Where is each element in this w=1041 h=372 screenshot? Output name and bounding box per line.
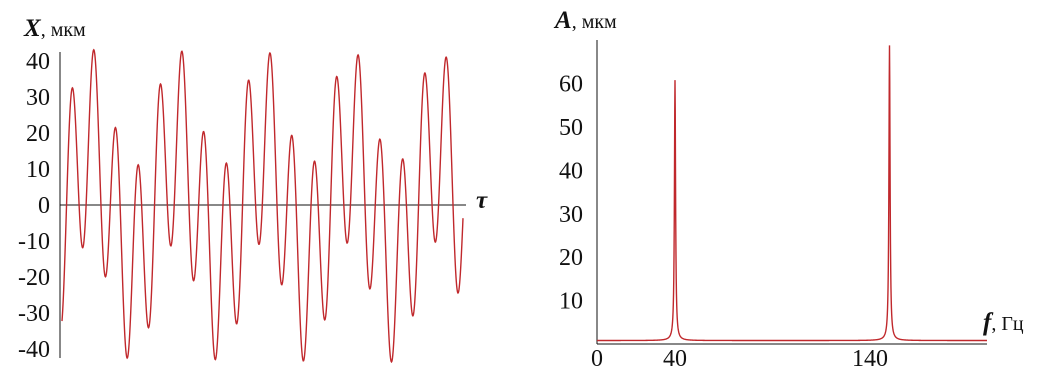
chart-spectrum: A, мкм 60 50 40 30 20 10 0 40 140 f, Гц [553,7,1024,372]
x-axis-title-right: f, Гц [983,309,1024,336]
x-tick-label-right: 0 [591,346,603,372]
x-tick-label-right: 40 [663,346,687,372]
y-tick-label-right: 20 [559,245,583,271]
y-axis-symbol-left: X [23,15,42,42]
y-axis-symbol-right: A [553,7,572,34]
y-tick-label-left: -30 [18,301,50,327]
y-tick-label-left: 40 [26,49,50,75]
y-tick-label-left: 10 [26,157,50,183]
y-axis-unit-left: , мкм [41,19,86,41]
y-tick-label-right: 40 [559,158,583,184]
x-tick-labels-right: 0 40 140 [591,346,888,372]
y-tick-label-right: 30 [559,202,583,228]
y-tick-label-left: -20 [18,265,50,291]
spectrum-line [597,45,987,342]
y-tick-label-left: 30 [26,85,50,111]
y-tick-label-right: 10 [559,289,583,315]
y-axis-unit-right: , мкм [572,11,617,33]
x-tick-label-right: 140 [852,346,888,372]
y-tick-label-left: -40 [18,337,50,363]
y-axis-title-left: X, мкм [23,15,86,42]
x-axis-unit-right: , Гц [991,313,1024,335]
y-tick-labels-right: 60 50 40 30 20 10 [559,72,583,315]
y-tick-label-left: 20 [26,121,50,147]
y-tick-label-right: 50 [559,115,583,141]
x-axis-symbol-left: τ [476,187,488,214]
y-tick-labels-left: 40 30 20 10 0 -10 -20 -30 -40 [18,49,50,363]
chart-time-signal: X, мкм 40 30 20 10 0 -10 -20 -30 -40 τ [18,15,488,364]
x-axis-symbol-right: f [983,309,994,336]
x-axis-title-left: τ [476,187,488,214]
time-signal-line [61,48,464,364]
y-tick-label-left: 0 [38,193,50,219]
y-axis-title-right: A, мкм [553,7,617,34]
y-tick-label-right: 60 [559,72,583,98]
y-tick-label-left: -10 [18,229,50,255]
